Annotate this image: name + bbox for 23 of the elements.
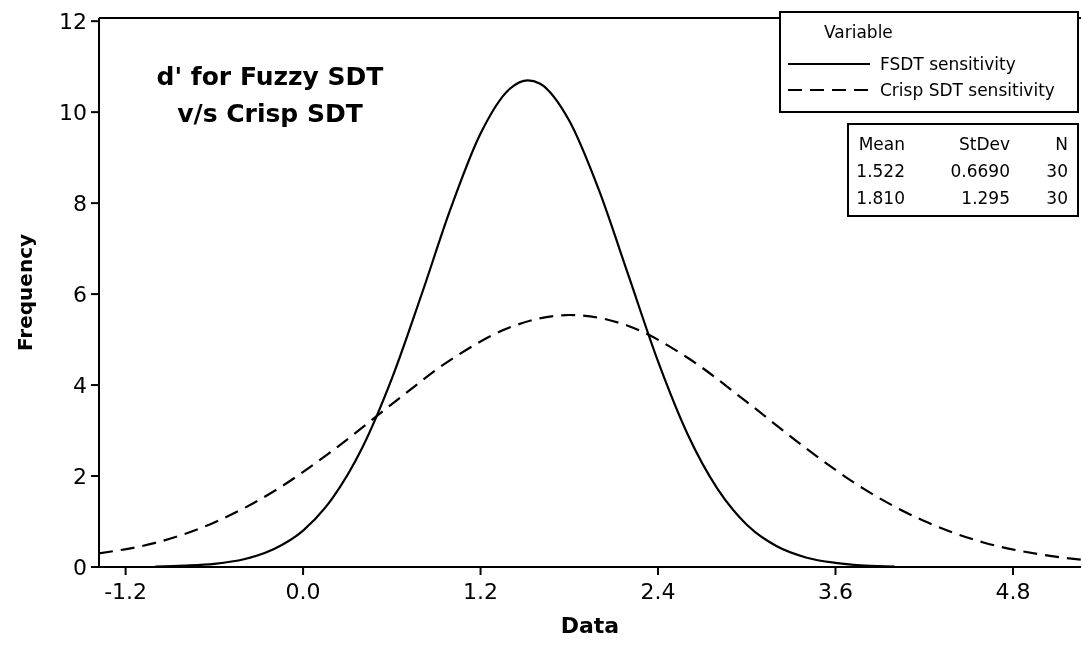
text: d' for Fuzzy SDT: [156, 62, 384, 91]
text: Mean StDev N: [858, 134, 1068, 154]
legend-label: FSDT sensitivity: [880, 53, 1016, 74]
x-tick-label: 3.6: [818, 579, 853, 604]
x-tick-label: 4.8: [995, 579, 1031, 604]
y-tick-label: 4: [73, 372, 87, 398]
y-tick-label: 12: [59, 8, 87, 34]
x-tick-label: -1.2: [104, 579, 148, 604]
x-tick-label: 0.0: [285, 579, 321, 604]
y-tick-label: 0: [73, 554, 87, 580]
y-tick-label: 8: [73, 190, 87, 216]
x-tick-label: 1.2: [463, 579, 499, 604]
text: v/s Crisp SDT: [177, 99, 363, 128]
y-axis-title: Frequency: [13, 233, 37, 352]
text: 1.810 1.295 30: [856, 188, 1068, 208]
legend-label: Crisp SDT sensitivity: [880, 79, 1055, 100]
y-tick-label: 2: [73, 463, 87, 489]
y-tick-label: 6: [73, 281, 87, 307]
x-axis-title: Data: [560, 613, 620, 638]
x-tick-label: 2.4: [640, 579, 676, 604]
y-tick-label: 10: [59, 99, 87, 125]
text: 1.522 0.6690 30: [856, 161, 1068, 181]
legend-title: Variable: [824, 22, 893, 42]
